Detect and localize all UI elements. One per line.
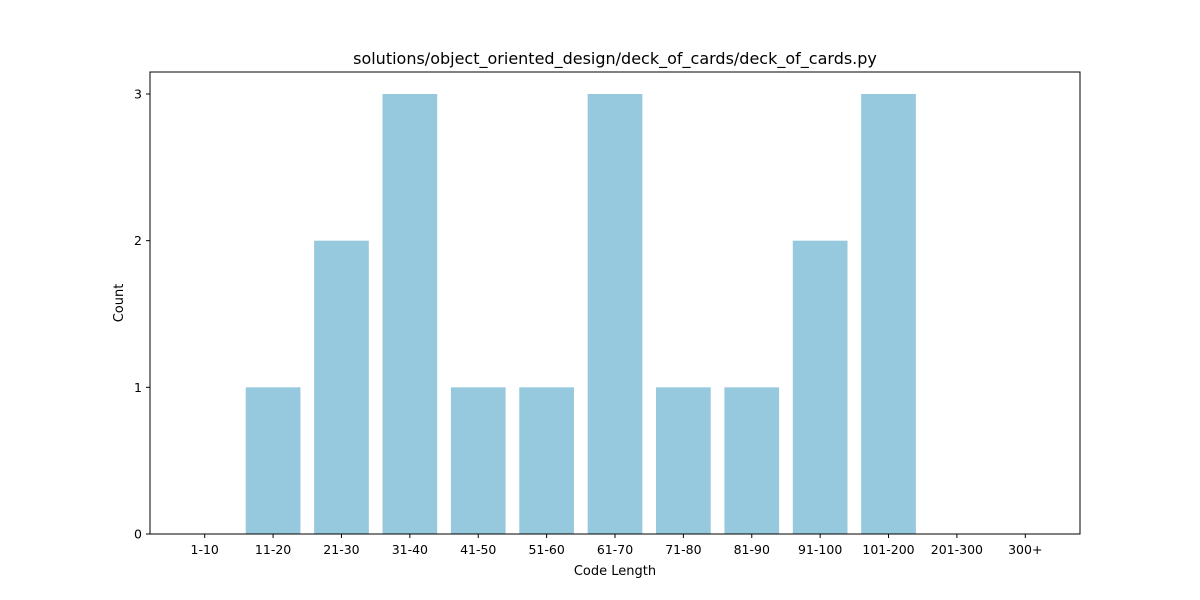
x-tick-label: 300+ bbox=[1008, 542, 1042, 557]
y-tick-label: 0 bbox=[134, 527, 142, 542]
y-tick-label: 2 bbox=[134, 233, 142, 248]
y-axis-label: Count bbox=[112, 284, 127, 323]
x-tick-label: 1-10 bbox=[191, 542, 219, 557]
bar-91-100 bbox=[792, 240, 848, 534]
x-tick-label: 11-20 bbox=[255, 542, 291, 557]
bar-11-20 bbox=[245, 387, 301, 534]
bar-81-90 bbox=[724, 387, 780, 534]
x-tick-label: 61-70 bbox=[597, 542, 633, 557]
x-axis-label: Code Length bbox=[574, 564, 656, 579]
x-tick-label: 51-60 bbox=[528, 542, 564, 557]
y-tick-label: 1 bbox=[134, 380, 142, 395]
x-tick-label: 201-300 bbox=[931, 542, 983, 557]
x-tick-label: 101-200 bbox=[862, 542, 914, 557]
bar-61-70 bbox=[587, 94, 643, 534]
bar-41-50 bbox=[450, 387, 506, 534]
bar-51-60 bbox=[519, 387, 574, 534]
x-tick-label: 31-40 bbox=[392, 542, 428, 557]
x-axis-ticks: 1-10 11-20 21-30 31-40 41-50 51-60 61-70 71-80 8… bbox=[191, 534, 1042, 557]
bar-31-40 bbox=[382, 94, 438, 534]
x-tick-label: 81-90 bbox=[734, 542, 770, 557]
bars-layer bbox=[245, 94, 916, 534]
x-tick-label: 21-30 bbox=[323, 542, 359, 557]
bar-71-80 bbox=[656, 387, 711, 534]
x-tick-label: 71-80 bbox=[665, 542, 701, 557]
y-axis-ticks: 0 1 2 3 bbox=[134, 87, 150, 542]
chart-title: solutions/object_oriented_design/deck_of… bbox=[353, 49, 877, 69]
x-tick-label: 41-50 bbox=[460, 542, 496, 557]
x-tick-label: 91-100 bbox=[798, 542, 842, 557]
y-tick-label: 3 bbox=[134, 87, 142, 102]
bar-21-30 bbox=[314, 240, 369, 534]
bar-101-200 bbox=[861, 94, 916, 534]
